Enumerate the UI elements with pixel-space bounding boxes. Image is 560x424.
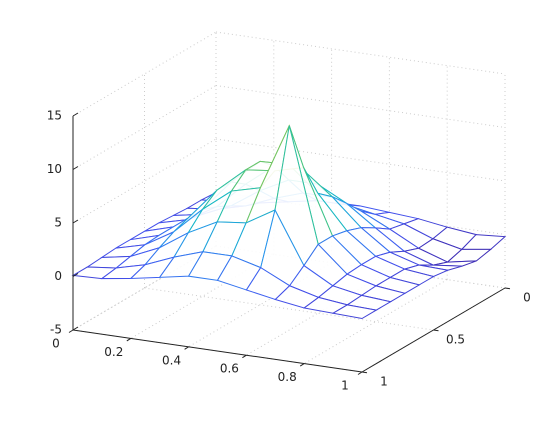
x-tick xyxy=(242,354,247,359)
x-axis xyxy=(72,329,363,373)
x-tick-label: 0 xyxy=(52,337,60,351)
x-tick xyxy=(126,337,132,342)
z-tick xyxy=(72,326,79,331)
z-tick-label: 15 xyxy=(47,109,62,123)
x-tick-label: 1 xyxy=(341,379,349,393)
z-tick xyxy=(72,166,79,170)
z-tick xyxy=(72,112,79,117)
x-tick-label: 0.2 xyxy=(104,345,123,359)
y-tick xyxy=(433,329,439,332)
x-tick-label: 0.8 xyxy=(278,370,297,384)
x-tick-label: 0.6 xyxy=(220,362,239,376)
x-tick xyxy=(184,346,189,350)
z-tick-label: 0 xyxy=(54,269,62,283)
x-tick xyxy=(299,363,305,367)
grid-line xyxy=(215,31,506,75)
y-tick-label: 1 xyxy=(380,375,388,389)
z-tick-label: -5 xyxy=(50,323,62,337)
grid-line xyxy=(215,85,506,128)
y-tick xyxy=(361,371,368,374)
x-tick-label: 0.4 xyxy=(162,353,181,367)
y-tick-label: 0 xyxy=(523,291,531,305)
z-tick-label: 5 xyxy=(54,216,62,230)
grid-line xyxy=(215,138,506,182)
mesh-cell xyxy=(331,304,378,320)
z-tick xyxy=(72,219,79,224)
x-tick xyxy=(68,329,74,333)
z-tick-label: 10 xyxy=(47,162,62,176)
z-tick xyxy=(72,273,79,277)
y-tick xyxy=(504,287,511,290)
y-tick-label: 0.5 xyxy=(446,333,465,347)
grid-line xyxy=(144,287,434,331)
x-tick xyxy=(357,371,363,375)
